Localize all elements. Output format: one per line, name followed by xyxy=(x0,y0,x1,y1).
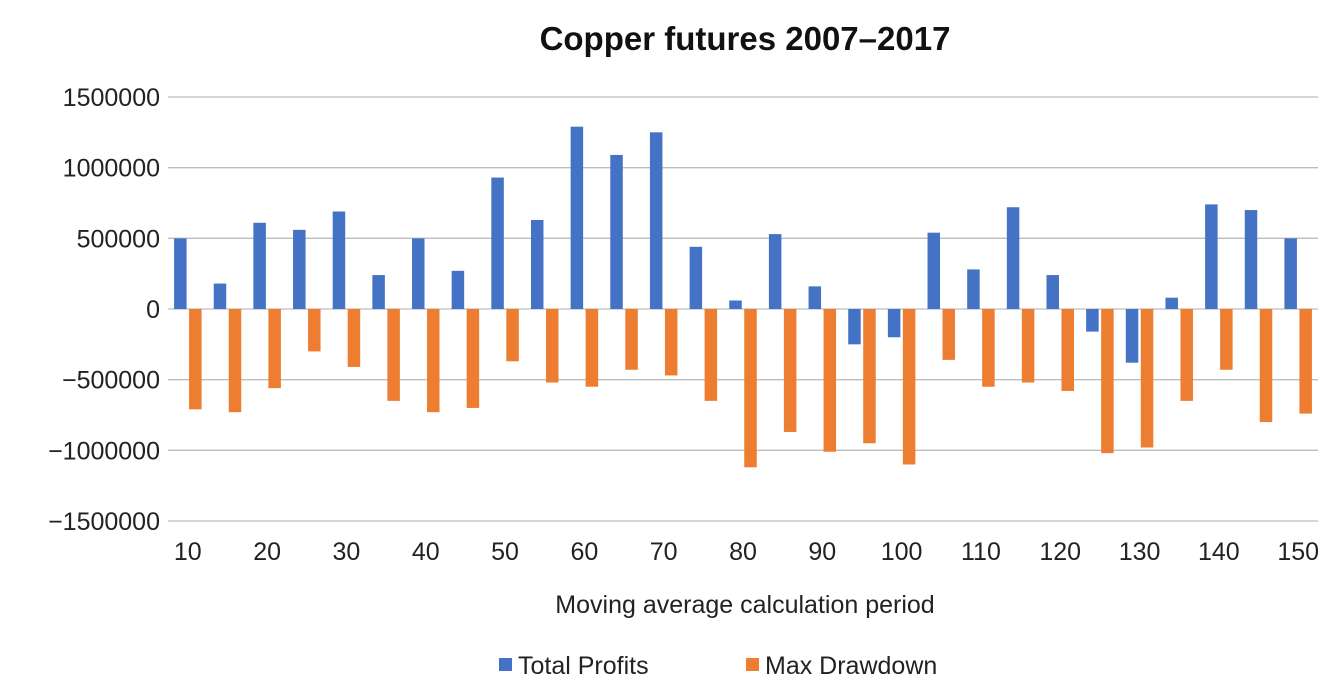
total-profits-bar xyxy=(848,309,861,345)
max-drawdown-bar xyxy=(347,309,361,367)
max-drawdown-bar xyxy=(466,309,480,408)
total-profits-bar xyxy=(451,270,465,309)
legend-total-profits: Total Profits xyxy=(499,652,649,680)
x-tick-label: 130 xyxy=(1119,538,1161,566)
max-drawdown-bar xyxy=(228,309,242,413)
total-profits-bar xyxy=(689,246,703,309)
max-drawdown-bar xyxy=(268,309,281,389)
total-profits-bar xyxy=(332,211,346,309)
x-axis-label: Moving average calculation period xyxy=(555,591,934,619)
x-tick-label: 80 xyxy=(729,538,757,566)
total-profits-bar xyxy=(213,283,227,309)
legend-swatch xyxy=(746,658,759,671)
max-drawdown-bar xyxy=(585,309,599,387)
max-drawdown-bar xyxy=(308,309,321,352)
x-tick-label: 140 xyxy=(1198,538,1240,566)
legend: Total Profits Max Drawdown xyxy=(499,652,937,680)
total-profits-bar xyxy=(293,229,306,309)
total-profits-bar xyxy=(570,126,584,310)
total-profits-bar xyxy=(1125,309,1139,363)
total-profits-bar xyxy=(1046,275,1059,309)
bars xyxy=(174,126,1312,468)
total-profits-bar xyxy=(530,219,544,309)
legend-swatch xyxy=(499,658,512,671)
max-drawdown-bar xyxy=(1061,309,1074,391)
total-profits-bar xyxy=(1205,204,1218,309)
max-drawdown-bar xyxy=(942,309,956,360)
total-profits-bar xyxy=(729,300,742,309)
total-profits-bar xyxy=(808,286,822,309)
max-drawdown-bar xyxy=(902,309,916,465)
max-drawdown-bar xyxy=(427,309,440,413)
total-profits-bar xyxy=(491,177,504,309)
x-tick-label: 110 xyxy=(961,538,1001,566)
chart-title: Copper futures 2007–2017 xyxy=(540,20,951,57)
max-drawdown-bar xyxy=(506,309,519,362)
legend-max-drawdown: Max Drawdown xyxy=(746,652,937,680)
max-drawdown-bar xyxy=(1140,309,1154,448)
total-profits-bar xyxy=(1244,210,1258,309)
total-profits-bar xyxy=(610,154,623,309)
legend-label: Max Drawdown xyxy=(765,652,937,680)
y-tick-label: 1500000 xyxy=(63,84,160,112)
x-tick-label: 60 xyxy=(570,538,598,566)
max-drawdown-bar xyxy=(1101,309,1114,454)
total-profits-bar xyxy=(1284,238,1297,309)
total-profits-bar xyxy=(1006,207,1020,309)
total-profits-bar xyxy=(649,132,663,309)
x-tick-label: 70 xyxy=(650,538,678,566)
max-drawdown-bar xyxy=(783,309,797,432)
max-drawdown-bar xyxy=(863,309,876,444)
max-drawdown-bar xyxy=(387,309,400,401)
y-tick-label: −500000 xyxy=(62,367,160,395)
y-tick-label: 0 xyxy=(146,296,160,324)
total-profits-bar xyxy=(1086,309,1099,332)
max-drawdown-bar xyxy=(1259,309,1273,423)
y-axis-tick-labels: 1500000 1000000 500000 0 −500000 −1000000 −150… xyxy=(48,84,160,536)
y-tick-label: −1500000 xyxy=(48,508,160,536)
total-profits-bar xyxy=(412,238,425,309)
total-profits-bar xyxy=(887,309,901,338)
x-tick-label: 30 xyxy=(333,538,361,566)
max-drawdown-bar xyxy=(1180,309,1193,401)
max-drawdown-bar xyxy=(625,309,638,370)
max-drawdown-bar xyxy=(189,309,202,410)
total-profits-bar xyxy=(927,232,941,309)
max-drawdown-bar xyxy=(1021,309,1035,383)
total-profits-bar xyxy=(174,238,187,309)
max-drawdown-bar xyxy=(982,309,995,387)
total-profits-bar xyxy=(967,269,980,309)
max-drawdown-bar xyxy=(1220,309,1233,370)
x-tick-label: 150 xyxy=(1277,538,1319,566)
total-profits-bar xyxy=(372,275,385,309)
total-profits-bar xyxy=(768,234,782,309)
max-drawdown-bar xyxy=(744,309,757,468)
max-drawdown-bar xyxy=(664,309,678,376)
x-tick-label: 90 xyxy=(808,538,836,566)
y-tick-label: −1000000 xyxy=(48,437,160,465)
total-profits-bar xyxy=(253,222,266,309)
x-axis-tick-labels: 10 20 30 40 50 60 70 80 90 100 110 120 130 140 150 xyxy=(174,538,1319,566)
max-drawdown-bar xyxy=(823,309,837,452)
x-tick-label: 20 xyxy=(253,538,281,566)
x-tick-label: 50 xyxy=(491,538,519,566)
max-drawdown-bar xyxy=(545,309,559,383)
x-tick-label: 100 xyxy=(881,538,923,566)
total-profits-bar xyxy=(1165,297,1178,309)
y-tick-label: 1000000 xyxy=(63,155,160,183)
max-drawdown-bar xyxy=(704,309,718,401)
x-tick-label: 40 xyxy=(412,538,440,566)
legend-label: Total Profits xyxy=(518,652,649,680)
x-tick-label: 120 xyxy=(1039,538,1081,566)
max-drawdown-bar xyxy=(1299,309,1312,414)
x-tick-label: 10 xyxy=(174,538,202,566)
y-tick-label: 500000 xyxy=(77,225,160,253)
